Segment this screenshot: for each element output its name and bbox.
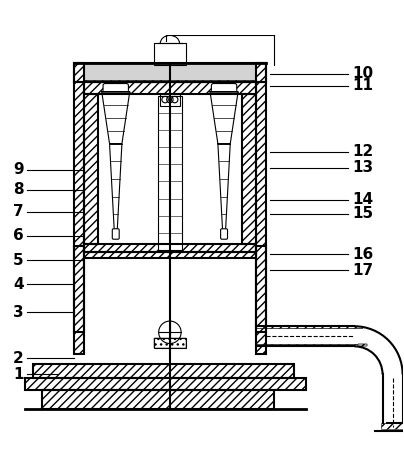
Bar (84, 252, 256, 258)
Bar (381, 422, 404, 429)
Bar (256, 246, 266, 354)
Text: 15: 15 (352, 206, 374, 221)
Bar (84, 93, 98, 244)
Text: 7: 7 (13, 204, 23, 219)
Bar (74, 63, 84, 332)
Bar (154, 338, 186, 348)
Bar (84, 82, 256, 93)
Polygon shape (102, 92, 130, 143)
Bar (242, 93, 256, 244)
Bar (84, 252, 256, 258)
Bar (25, 379, 306, 390)
Text: 3: 3 (13, 305, 23, 320)
Bar (256, 246, 266, 354)
Text: 2: 2 (13, 351, 23, 366)
Polygon shape (109, 143, 122, 232)
Bar (84, 82, 256, 93)
Text: 4: 4 (13, 277, 23, 292)
Bar (84, 93, 98, 244)
Bar (160, 93, 180, 106)
FancyBboxPatch shape (211, 84, 237, 98)
Text: 9: 9 (13, 162, 23, 177)
Bar (74, 246, 84, 354)
Bar (256, 345, 362, 346)
Text: 12: 12 (352, 144, 374, 159)
Polygon shape (210, 92, 238, 143)
Bar (84, 244, 256, 252)
FancyBboxPatch shape (112, 229, 119, 239)
Text: 5: 5 (13, 253, 23, 268)
Bar (74, 246, 84, 354)
Bar (256, 326, 362, 329)
Text: 16: 16 (352, 246, 374, 261)
FancyBboxPatch shape (221, 229, 227, 239)
Bar (154, 338, 186, 348)
Bar (358, 345, 366, 346)
Bar (42, 390, 274, 409)
Bar (158, 95, 182, 250)
Bar (358, 345, 366, 346)
Bar (74, 63, 84, 332)
Bar (358, 344, 366, 345)
Text: 8: 8 (13, 182, 23, 197)
Text: 6: 6 (13, 228, 23, 244)
Bar (242, 93, 256, 244)
Bar (42, 390, 274, 409)
Text: 1: 1 (13, 367, 23, 382)
Bar (34, 364, 294, 379)
Bar (256, 63, 266, 332)
Text: 10: 10 (352, 66, 374, 81)
Bar (256, 63, 266, 332)
Text: 11: 11 (352, 78, 373, 93)
Text: 17: 17 (352, 262, 374, 278)
Polygon shape (218, 143, 230, 232)
Text: 13: 13 (352, 160, 374, 175)
Bar (84, 63, 256, 79)
Bar (34, 364, 294, 379)
Text: 14: 14 (352, 193, 374, 207)
Bar (154, 43, 186, 66)
Bar (74, 63, 266, 82)
FancyBboxPatch shape (103, 84, 128, 98)
Bar (25, 379, 306, 390)
Bar (74, 63, 266, 82)
Bar (84, 244, 256, 252)
